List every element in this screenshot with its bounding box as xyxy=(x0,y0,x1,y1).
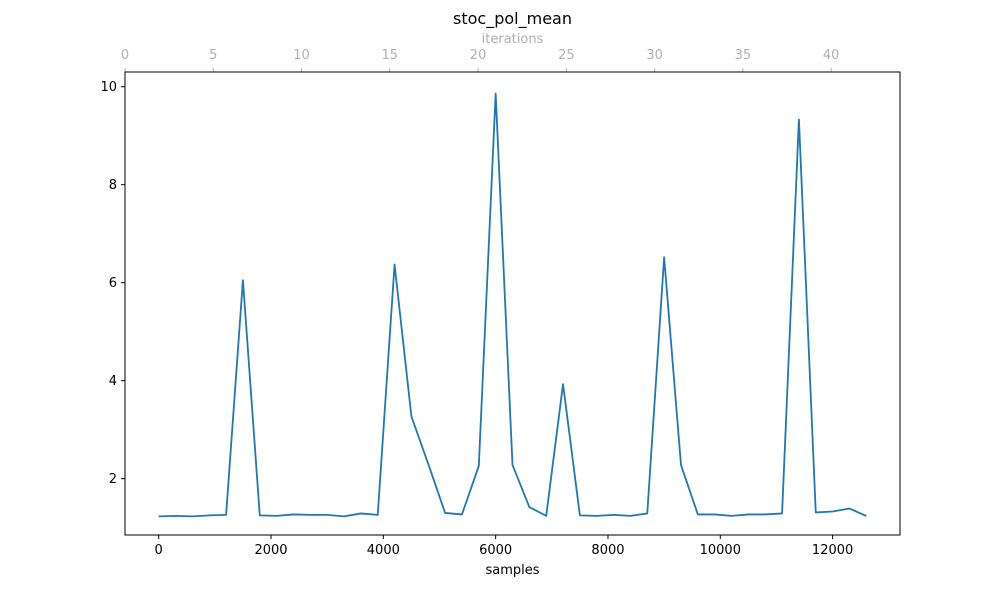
x-tick-label: 8000 xyxy=(591,543,624,558)
top-tick-label: 5 xyxy=(209,48,217,63)
series-line xyxy=(158,92,867,518)
top-tick-label: 25 xyxy=(558,48,575,63)
x-tick-label: 0 xyxy=(155,543,163,558)
top-tick-label: 20 xyxy=(470,48,487,63)
top-tick-label: 30 xyxy=(646,48,663,63)
top-tick-label: 40 xyxy=(823,48,840,63)
plot-frame xyxy=(124,71,901,536)
x-tick-label: 10000 xyxy=(700,543,741,558)
x-tick-label: 12000 xyxy=(812,543,853,558)
y-tick-label: 10 xyxy=(100,80,117,95)
chart-title: stoc_pol_mean xyxy=(453,9,572,29)
x-tick-label: 6000 xyxy=(479,543,512,558)
top-tick-label: 35 xyxy=(735,48,752,63)
y-tick-label: 4 xyxy=(109,374,117,389)
x-tick-label: 4000 xyxy=(367,543,400,558)
x-axis-ticks: 0 2000 4000 6000 8000 10000 12000 xyxy=(155,535,853,558)
y-axis-ticks: 2 4 6 8 10 xyxy=(100,80,125,487)
top-axis-ticks: 0 5 10 15 20 25 30 35 40 xyxy=(121,48,840,72)
plot-series xyxy=(158,92,867,518)
top-tick-label: 15 xyxy=(382,48,399,63)
top-tick-label: 0 xyxy=(121,48,129,63)
x-tick-label: 2000 xyxy=(254,543,287,558)
top-tick-label: 10 xyxy=(293,48,310,63)
top-axis-label: iterations xyxy=(482,32,544,47)
x-axis-label: samples xyxy=(485,563,539,578)
y-tick-label: 6 xyxy=(109,276,117,291)
y-tick-label: 2 xyxy=(109,472,117,487)
y-tick-label: 8 xyxy=(109,178,117,193)
